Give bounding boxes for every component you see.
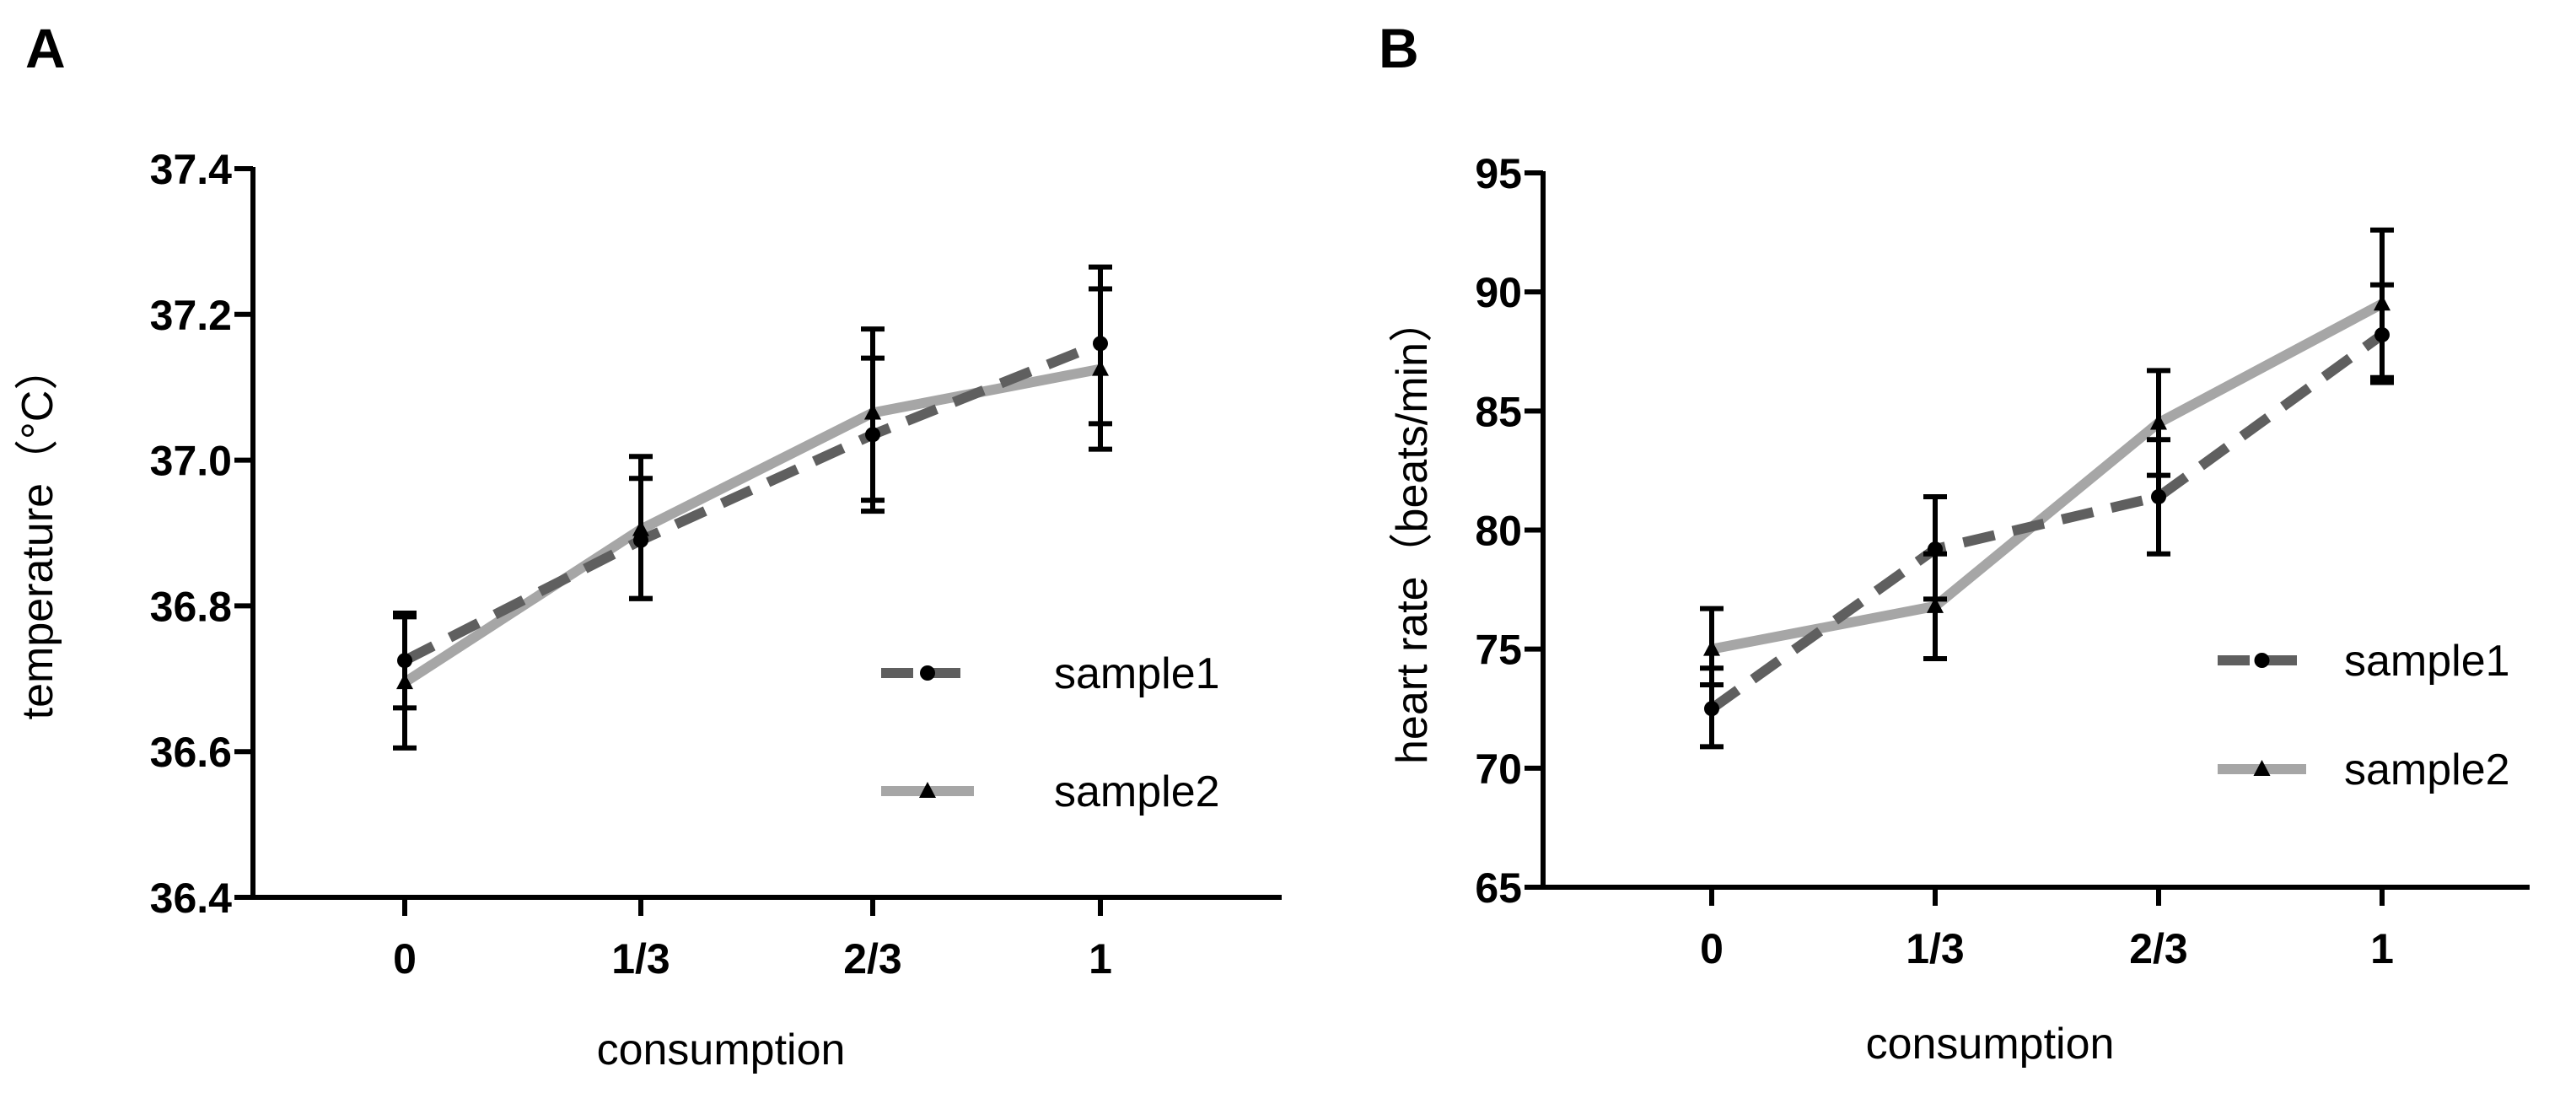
y-tick-label: 75 [1475, 627, 1522, 674]
y-tick-label: 90 [1475, 269, 1522, 316]
x-tick-label: 2/3 [2129, 925, 2188, 972]
y-tick-label: 70 [1475, 746, 1522, 793]
data-point-sample2 [396, 673, 413, 690]
legend-marker-sample1 [2254, 653, 2270, 668]
panel-label-a: A [25, 17, 66, 79]
y-tick-label: 37.4 [150, 146, 233, 193]
legend-label-sample1: sample1 [2344, 637, 2510, 686]
legend-label-sample2: sample2 [1054, 767, 1220, 816]
legend-marker-sample1 [920, 665, 935, 681]
y-tick-label: 65 [1475, 864, 1522, 912]
x-tick-label: 1 [2370, 925, 2394, 972]
y-tick-label: 37.2 [150, 292, 232, 339]
legend-label-sample2: sample2 [2344, 746, 2510, 794]
data-point-sample2 [632, 520, 649, 536]
x-axis-title: consumption [597, 1026, 846, 1074]
x-tick-label: 1/3 [611, 935, 670, 983]
data-point-sample1 [1704, 701, 1719, 717]
panel-label-b: B [1379, 17, 1419, 79]
data-point-sample2 [2150, 413, 2167, 430]
data-point-sample2 [864, 403, 881, 420]
x-tick-label: 1/3 [1906, 925, 1965, 972]
panel-b: B 65 70 75 80 85 90 95 0 1/3 2/3 1 consumption heart… [1379, 17, 2530, 1069]
x-axis-title: consumption [1866, 1020, 2115, 1069]
series-line-sample2 [401, 363, 1102, 687]
x-tick-label: 1 [1089, 935, 1112, 983]
data-point-sample2 [2374, 294, 2390, 311]
y-tick-label: 36.4 [150, 875, 233, 922]
data-point-sample2 [1703, 639, 1720, 656]
series-line-sample2 [1710, 299, 2385, 654]
legend-label-sample1: sample1 [1054, 649, 1220, 698]
y-tick-label: 37.0 [150, 438, 232, 485]
series-line-sample1 [1708, 331, 2385, 713]
y-axis-title: heart rate（beats/min） [1388, 299, 1437, 764]
data-point-sample2 [1927, 596, 1944, 613]
y-tick-label: 95 [1475, 150, 1522, 197]
data-point-sample1 [2151, 488, 2166, 504]
y-axis-title: temperature（°C） [13, 347, 62, 720]
legend-marker-sample2 [919, 782, 936, 798]
panel-a: A 36.4 36.6 36.8 37.0 37.2 37.4 0 1/3 2/3 1 consum… [13, 17, 1282, 1074]
y-tick-label: 80 [1475, 508, 1522, 555]
x-tick-label: 0 [393, 935, 417, 983]
x-tick-label: 2/3 [843, 935, 902, 983]
y-tick-label: 36.6 [150, 729, 232, 776]
y-tick-label: 85 [1475, 388, 1522, 435]
x-tick-label: 0 [1700, 925, 1724, 972]
series-line-sample1 [402, 338, 1103, 665]
legend-marker-sample2 [2253, 760, 2271, 776]
y-tick-label: 36.8 [150, 583, 232, 630]
data-point-sample2 [1092, 359, 1109, 376]
